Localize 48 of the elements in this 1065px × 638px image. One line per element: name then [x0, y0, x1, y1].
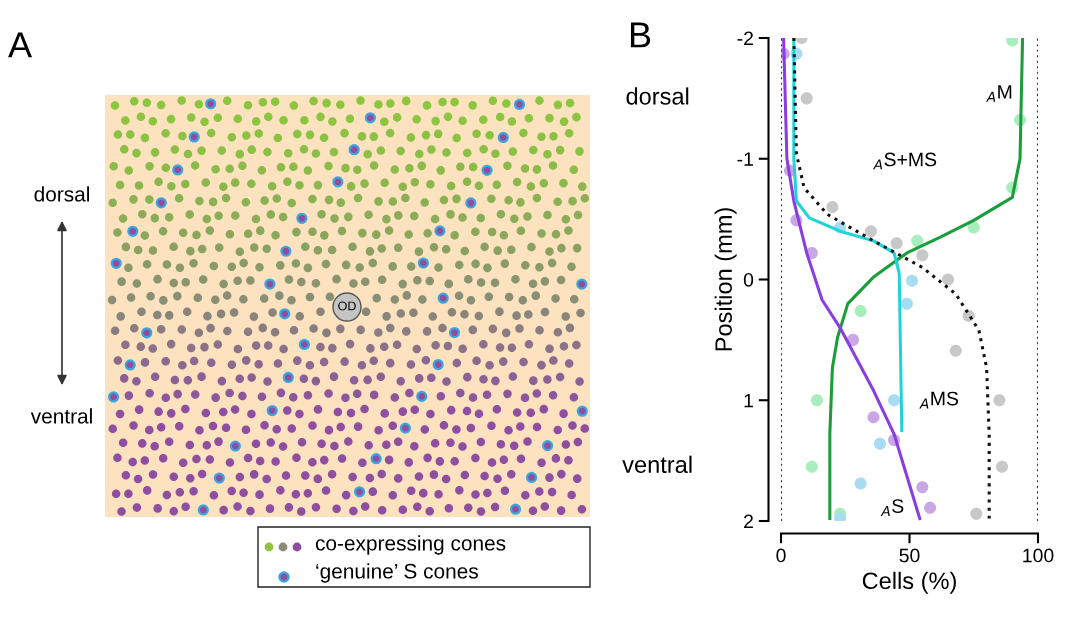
point: [967, 221, 980, 234]
point: [867, 411, 880, 424]
text: co-expressing cones: [315, 535, 506, 555]
line-series: [828, 38, 1025, 521]
text: dorsal: [626, 87, 689, 105]
point: [854, 477, 867, 490]
text: A: [8, 32, 33, 58]
point: [911, 234, 924, 247]
x-tick-label: 50: [899, 548, 920, 563]
point: [906, 274, 919, 287]
point: [890, 237, 903, 250]
text: dorsal: [34, 186, 89, 202]
x-axis-title: Cells (%): [862, 571, 956, 594]
point: [916, 481, 929, 494]
point: [846, 333, 859, 346]
text: ventral: [622, 455, 692, 473]
point: [924, 501, 937, 514]
text: ‘genuine’ S cones: [316, 563, 478, 583]
y-tick-label: -2: [737, 31, 753, 46]
point: [942, 273, 955, 286]
annotation: $_{A}$S: [880, 499, 904, 516]
point: [996, 460, 1009, 473]
x-tick-label: 0: [776, 548, 786, 563]
y-tick-label: 2: [744, 514, 753, 529]
y-tick-label: 0: [743, 272, 754, 287]
annotation: $_{A}$MS: [919, 391, 959, 409]
point: [854, 304, 867, 317]
point: [826, 201, 839, 214]
x-tick-label: 100: [1023, 548, 1054, 563]
point: [805, 460, 818, 473]
y-tick-label: -1: [737, 152, 753, 166]
annotation: $_{A}$M: [986, 85, 1012, 102]
chart-title: B: [630, 22, 651, 48]
point: [949, 344, 962, 357]
point: [800, 92, 813, 105]
y-axis-title: Position (mm): [714, 208, 737, 351]
point: [864, 225, 877, 238]
annotation: $_{A}$S+MS: [872, 152, 937, 170]
text: ventral: [30, 408, 92, 424]
text: OD: [338, 301, 356, 311]
point: [970, 507, 983, 520]
point: [873, 437, 886, 450]
point: [900, 297, 913, 310]
point: [888, 394, 901, 407]
y-tick-label: 1: [744, 393, 753, 408]
point: [993, 394, 1006, 407]
point: [916, 249, 929, 262]
point: [810, 394, 823, 407]
